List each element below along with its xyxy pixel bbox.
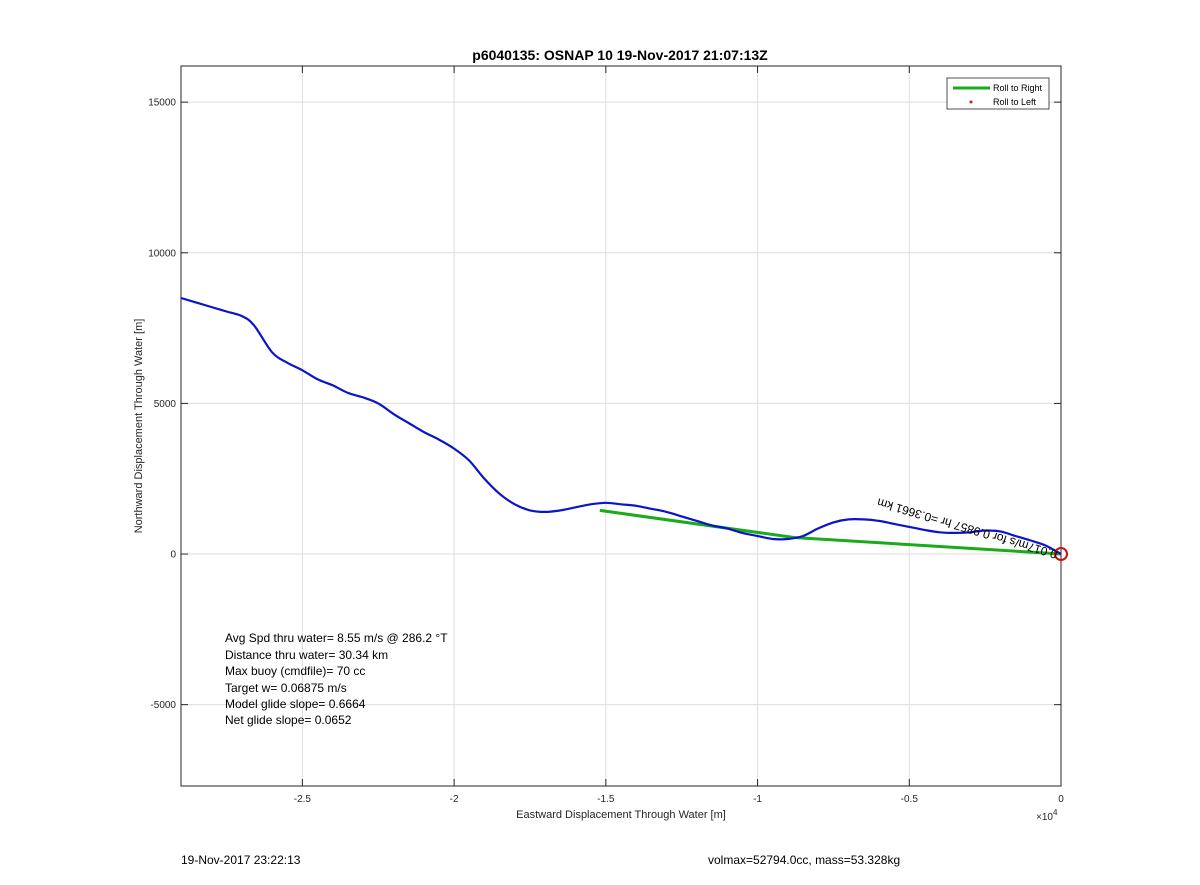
y-tick-label: 0 <box>170 550 176 561</box>
legend-swatch-roll-left <box>969 100 973 104</box>
stat-net-glide: Net glide slope= 0.0652 <box>225 713 352 727</box>
stats-annotation: Avg Spd thru water= 8.55 m/s @ 286.2 °T … <box>225 631 448 727</box>
legend-label-roll-left: Roll to Left <box>993 97 1037 107</box>
axis-ticks <box>181 66 1062 786</box>
plot-frame <box>180 65 1062 787</box>
legend: Roll to Right Roll to Left <box>946 77 1050 110</box>
grid <box>181 66 1062 786</box>
x-tick-labels: -2.5 -2 -1.5 -1 -0.5 0 <box>294 794 1064 805</box>
x-axis-label: Eastward Displacement Through Water [m] <box>516 809 726 821</box>
stat-avg-speed: Avg Spd thru water= 8.55 m/s @ 286.2 °T <box>225 631 448 645</box>
x-tick-label: 0 <box>1058 794 1064 805</box>
y-tick-labels: -5000 0 5000 10000 15000 <box>148 98 176 712</box>
stat-max-buoy: Max buoy (cmdfile)= 70 cc <box>225 664 365 678</box>
x-exponent-label: ×104 <box>1036 808 1058 823</box>
x-tick-label: -2 <box>450 794 459 805</box>
chart-title: p6040135: OSNAP 10 19-Nov-2017 21:07:13Z <box>472 47 768 63</box>
stat-distance: Distance thru water= 30.34 km <box>225 648 388 662</box>
footer-timestamp: 19-Nov-2017 23:22:13 <box>181 853 301 867</box>
y-tick-label: 10000 <box>148 248 176 259</box>
footer-info: volmax=52794.0cc, mass=53.328kg <box>708 853 901 867</box>
stat-target-w: Target w= 0.06875 m/s <box>225 681 347 695</box>
glider-end-marker <box>1054 547 1068 561</box>
x-tick-label: -1.5 <box>597 794 615 805</box>
y-tick-label: 15000 <box>148 98 176 109</box>
legend-box <box>946 77 1050 110</box>
y-tick-label: 5000 <box>154 399 177 410</box>
y-axis-label: Northward Displacement Through Water [m] <box>133 319 145 534</box>
x-exponent-base: ×10 <box>1036 812 1053 823</box>
y-tick-label: -5000 <box>150 700 176 711</box>
series-layer <box>180 296 1062 556</box>
x-tick-label: -1 <box>753 794 762 805</box>
x-tick-label: -0.5 <box>901 794 919 805</box>
x-tick-label: -2.5 <box>294 794 312 805</box>
series-displacement-track <box>180 296 1062 555</box>
endpoint-label: 0.017m/s for 0.9857 hr =0.3661 km <box>875 495 1058 561</box>
stat-model-glide: Model glide slope= 0.6664 <box>225 697 366 711</box>
legend-label-roll-right: Roll to Right <box>993 83 1043 93</box>
x-exponent-power: 4 <box>1053 808 1058 817</box>
